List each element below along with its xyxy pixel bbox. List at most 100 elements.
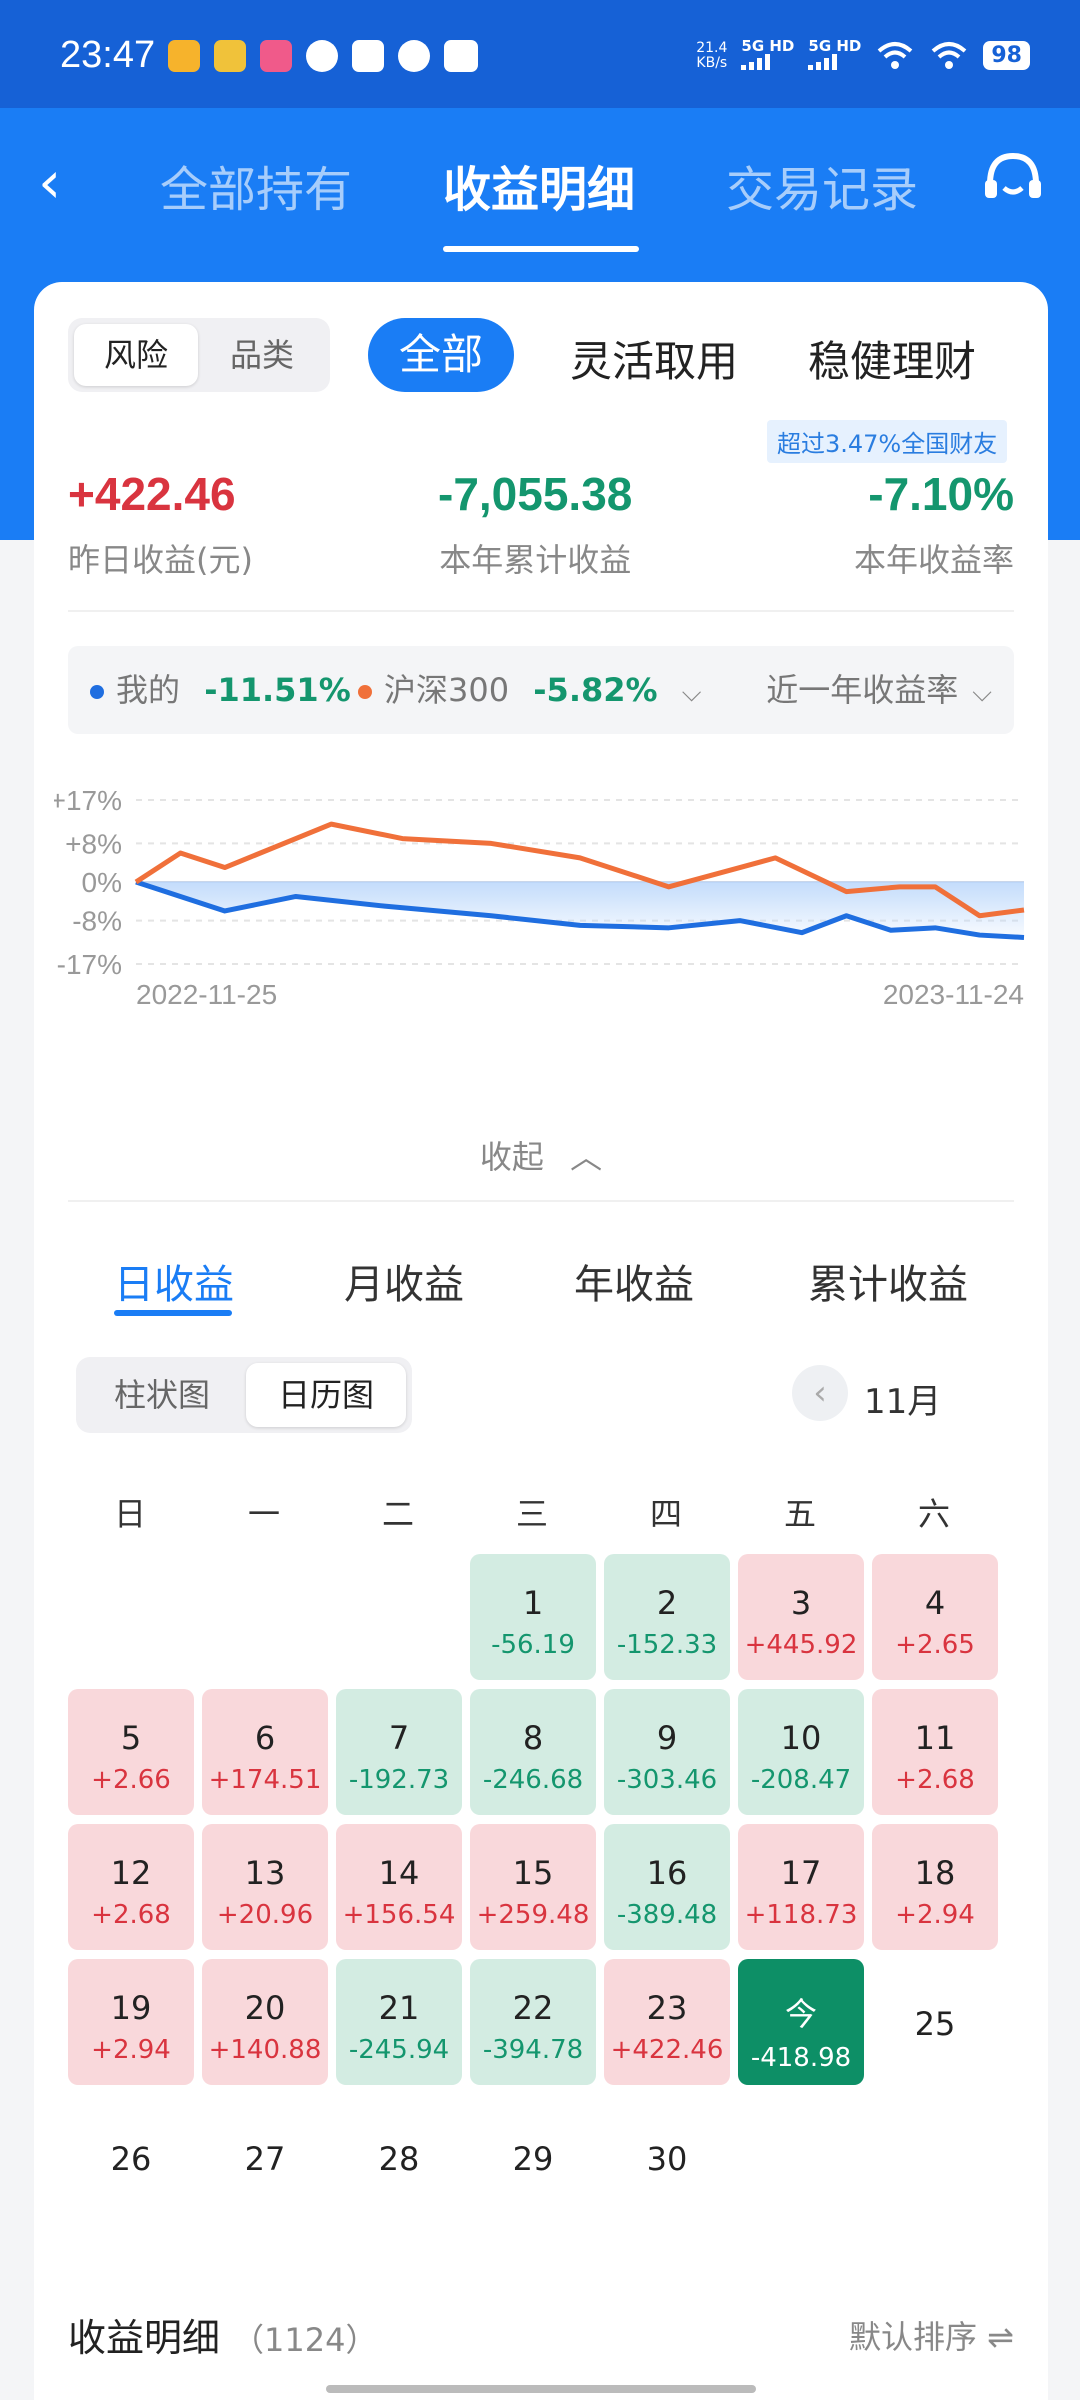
calendar-day-number: 19 xyxy=(110,1989,152,2027)
calendar-day[interactable]: 12 +2.68 xyxy=(68,1824,194,1950)
view-toggle: 柱状图 日历图 xyxy=(76,1357,412,1433)
calendar-day[interactable]: 2 -152.33 xyxy=(604,1554,730,1680)
divider xyxy=(68,1200,1014,1202)
tab-cumulative[interactable]: 累计收益 xyxy=(808,1262,968,1308)
calendar-day[interactable]: 9 -303.46 xyxy=(604,1689,730,1815)
calendar-day[interactable]: 1 -56.19 xyxy=(470,1554,596,1680)
app-notification-icon xyxy=(352,40,384,72)
toggle-calendar-view[interactable]: 日历图 xyxy=(246,1363,406,1427)
calendar-day-number: 11 xyxy=(914,1719,956,1757)
ytd-value: -7,055.38 xyxy=(438,468,633,520)
chevron-down-icon: ⌵ xyxy=(972,678,992,708)
rate-value: -7.10% xyxy=(868,468,1014,520)
calendar-day-number: 30 xyxy=(646,2140,688,2178)
calendar-day[interactable]: 6 +174.51 xyxy=(202,1689,328,1815)
weekday-label: 二 xyxy=(381,1495,414,1533)
filter-stable[interactable]: 稳健理财 xyxy=(808,337,977,386)
sim1-signal-icon: 5G HD xyxy=(741,38,794,73)
toggle-bar-view[interactable]: 柱状图 xyxy=(113,1376,210,1414)
calendar-day-number: 16 xyxy=(646,1854,688,1892)
calendar-day-number: 15 xyxy=(512,1854,554,1892)
weekday-label: 日 xyxy=(113,1495,146,1533)
toggle-category[interactable]: 品类 xyxy=(229,336,294,374)
app-notification-icon xyxy=(444,40,478,72)
wifi-icon xyxy=(878,41,913,69)
y-tick-label: +8% xyxy=(65,828,122,859)
calendar-day[interactable]: 18 +2.94 xyxy=(872,1824,998,1950)
legend-mine: 我的 -11.51% xyxy=(90,646,351,734)
calendar-day[interactable]: 23 +422.46 xyxy=(604,1959,730,2085)
filter-flexible[interactable]: 灵活取用 xyxy=(570,337,739,386)
benchmark-selector[interactable]: 沪深300 -5.82% ⌵ xyxy=(358,646,701,737)
tab-daily[interactable]: 日收益 xyxy=(114,1262,234,1308)
calendar-day[interactable]: 11 +2.68 xyxy=(872,1689,998,1815)
calendar-day[interactable]: 7 -192.73 xyxy=(336,1689,462,1815)
calendar-day-number: 26 xyxy=(110,2140,152,2178)
back-icon[interactable]: ‹ xyxy=(38,148,62,216)
calendar-day[interactable]: 27 xyxy=(202,2094,328,2220)
sort-button[interactable]: 默认排序 ⇌ xyxy=(849,2318,1014,2356)
calendar-day[interactable]: 14 +156.54 xyxy=(336,1824,462,1950)
calendar-day[interactable]: 3 +445.92 xyxy=(738,1554,864,1680)
tab-yearly[interactable]: 年收益 xyxy=(574,1262,694,1308)
calendar-day-pnl: +2.65 xyxy=(895,1630,975,1660)
calendar-day[interactable]: 10 -208.47 xyxy=(738,1689,864,1815)
calendar-day[interactable]: 17 +118.73 xyxy=(738,1824,864,1950)
calendar-day[interactable]: 28 xyxy=(336,2094,462,2220)
calendar-day[interactable]: 19 +2.94 xyxy=(68,1959,194,2085)
calendar-day[interactable]: 8 -246.68 xyxy=(470,1689,596,1815)
weekday-label: 四 xyxy=(649,1495,682,1533)
calendar-day-pnl: +2.66 xyxy=(91,1765,171,1795)
calendar-day[interactable]: 13 +20.96 xyxy=(202,1824,328,1950)
tab-active-indicator xyxy=(443,246,639,252)
weekday-label: 三 xyxy=(515,1495,548,1533)
tab-earnings[interactable]: 收益明细 xyxy=(443,162,636,218)
calendar-day-pnl: -56.19 xyxy=(491,1630,575,1660)
calendar-day[interactable]: 15 +259.48 xyxy=(470,1824,596,1950)
calendar-day-pnl: -394.78 xyxy=(482,2035,584,2065)
period-selector[interactable]: 近一年收益率 ⌵ xyxy=(766,646,992,737)
tab-transactions[interactable]: 交易记录 xyxy=(726,162,919,218)
y-tick-label: +17% xyxy=(54,785,122,816)
home-indicator xyxy=(326,2385,756,2393)
summary-rate: -7.10% 本年收益率 xyxy=(854,467,1014,581)
collapse-toggle[interactable]: 收起 ︿ xyxy=(479,1138,603,1176)
app-notification-icon xyxy=(168,40,200,72)
calendar-day[interactable]: 29 xyxy=(470,2094,596,2220)
tab-holdings[interactable]: 全部持有 xyxy=(160,162,353,218)
sim2-signal-icon: 5G HD xyxy=(808,38,861,73)
calendar-day-pnl: +20.96 xyxy=(216,1900,314,1930)
calendar-day-number: 27 xyxy=(244,2140,286,2178)
tab-monthly[interactable]: 月收益 xyxy=(344,1262,464,1308)
prev-month-button[interactable]: ‹ xyxy=(792,1365,848,1421)
calendar-day-number: 23 xyxy=(646,1989,688,2027)
weekday-label: 一 xyxy=(247,1495,280,1533)
calendar-day[interactable]: 25 xyxy=(872,1959,998,2085)
calendar-day-pnl: -389.48 xyxy=(616,1900,718,1930)
notification-icons xyxy=(168,40,478,72)
calendar-day[interactable]: 30 xyxy=(604,2094,730,2220)
calendar-day[interactable]: 21 -245.94 xyxy=(336,1959,462,2085)
customer-service-icon[interactable] xyxy=(980,148,1046,214)
calendar-day-pnl: +2.94 xyxy=(91,2035,171,2065)
period-tab-indicator xyxy=(114,1310,232,1316)
calendar-day-number: 4 xyxy=(924,1584,946,1622)
calendar-day-pnl: -246.68 xyxy=(482,1765,584,1795)
toggle-risk[interactable]: 风险 xyxy=(74,324,198,386)
calendar-day[interactable]: 26 xyxy=(68,2094,194,2220)
app-notification-icon xyxy=(260,40,292,72)
calendar-day[interactable]: 4 +2.65 xyxy=(872,1554,998,1680)
calendar-day-today[interactable]: 今 -418.98 xyxy=(738,1959,864,2085)
calendar-day[interactable]: 5 +2.66 xyxy=(68,1689,194,1815)
calendar-day-pnl: +140.88 xyxy=(208,2035,322,2065)
weekday-label: 六 xyxy=(917,1495,950,1533)
calendar-day-number: 2 xyxy=(656,1584,678,1622)
calendar-day-number: 13 xyxy=(244,1854,286,1892)
calendar-day[interactable]: 20 +140.88 xyxy=(202,1959,328,2085)
calendar-day-number: 6 xyxy=(254,1719,276,1757)
filter-all[interactable]: 全部 xyxy=(368,318,514,392)
divider xyxy=(68,610,1014,612)
calendar-day[interactable]: 22 -394.78 xyxy=(470,1959,596,2085)
calendar-day[interactable]: 16 -389.48 xyxy=(604,1824,730,1950)
calendar-day-pnl: +118.73 xyxy=(744,1900,858,1930)
